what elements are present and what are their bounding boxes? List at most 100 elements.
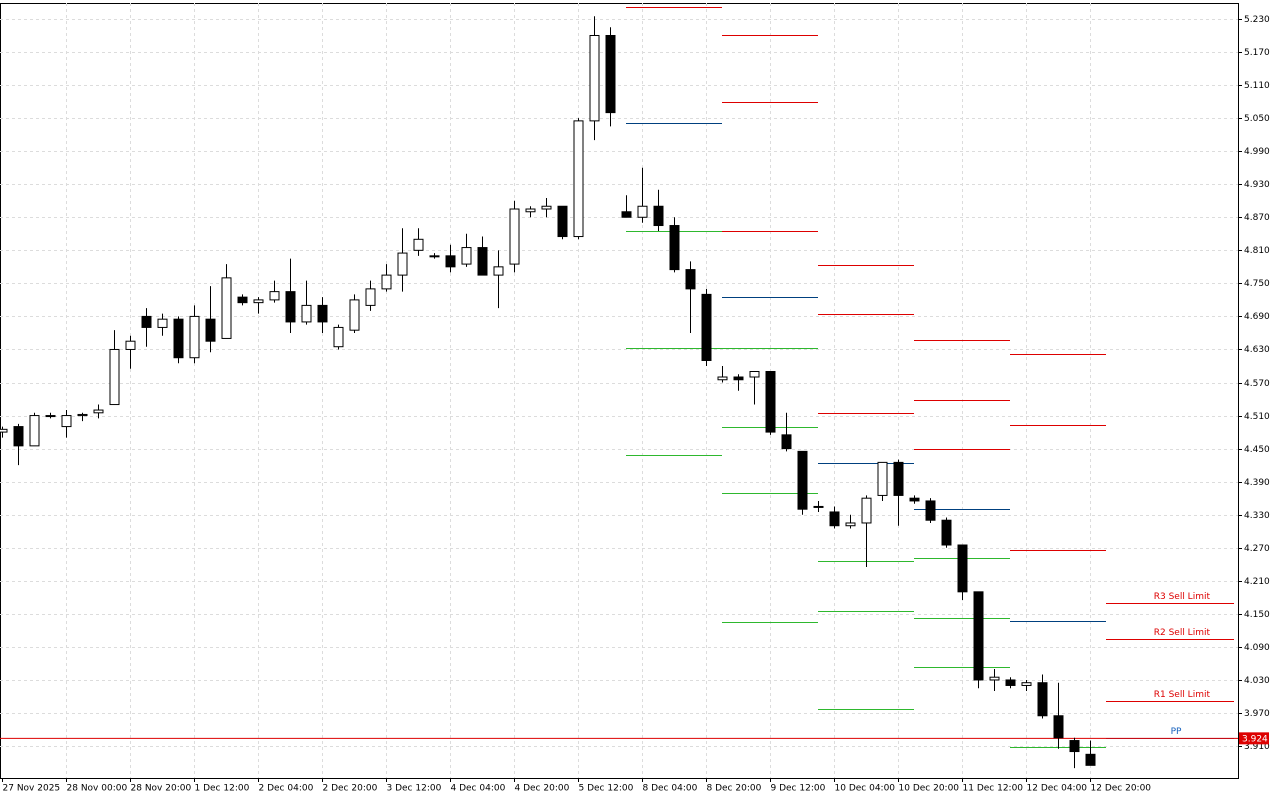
last-price-label: 3.924 [1242,734,1268,744]
candle-body [45,415,56,418]
x-tick-label: 4 Dec 04:00 [451,784,506,794]
candle-body [605,34,616,114]
candle-body [93,409,104,414]
candle-body [861,497,872,524]
pivot-label: R2 Sell Limit [1154,628,1211,638]
candle-body [333,326,344,348]
y-tick-label: 4.510 [1244,412,1270,422]
candle-body [733,376,744,381]
candle-body [77,413,88,417]
candle-body [349,299,360,331]
candle-body [621,211,632,218]
candle-body [461,247,472,265]
candle-body [845,522,856,527]
plot-frame [0,3,1239,779]
axes: 3.910 3.970 4.030 4.090 4.150 4.210 4.270 4.330… [2,15,1270,794]
candle-body [909,497,920,502]
y-tick-label: 5.110 [1244,81,1270,91]
x-tick-label: 8 Dec 20:00 [707,784,762,794]
candle-body [1053,715,1064,739]
pivot-label: R3 Sell Limit [1154,592,1211,602]
candle-body [445,255,456,268]
candle-body [701,293,712,361]
y-tick-label: 4.150 [1244,610,1270,620]
candle-body [365,288,376,306]
y-tick-label: 4.270 [1244,544,1270,554]
candles [0,16,1096,769]
candle-body [253,299,264,304]
y-tick-label: 4.930 [1244,180,1270,190]
y-tick-label: 5.050 [1244,114,1270,124]
candle-body [973,591,984,681]
candle-body [685,269,696,290]
x-tick-label: 11 Dec 12:00 [963,784,1024,794]
candle-body [877,461,888,496]
candle-body [717,376,728,381]
candle-body [0,428,8,433]
x-tick-label: 27 Nov 2025 [3,784,61,794]
x-tick-label: 28 Nov 00:00 [67,784,128,794]
y-tick-label: 4.210 [1244,577,1270,587]
y-tick-label: 4.570 [1244,379,1270,389]
candle-body [669,225,680,271]
y-tick-label: 4.030 [1244,676,1270,686]
pivot-label: R1 Sell Limit [1154,690,1211,700]
x-tick-label: 3 Dec 12:00 [387,784,442,794]
candle-body [429,255,440,258]
candle-body [1069,740,1080,753]
candle-body [29,415,40,447]
candle-body [397,252,408,276]
x-tick-label: 9 Dec 12:00 [771,784,826,794]
candle-body [493,266,504,276]
y-tick-label: 4.450 [1244,445,1270,455]
candle-body [653,205,664,227]
candle-body [109,348,120,406]
x-tick-label: 8 Dec 04:00 [643,784,698,794]
candle-body [269,291,280,301]
candle-body [573,120,584,238]
candle-body [925,500,936,521]
candle-body [1085,753,1096,766]
candle-body [61,415,72,428]
candle-body [797,450,808,510]
candle-body [317,304,328,323]
candle-body [765,370,776,433]
candle-body [221,277,232,339]
x-tick-label: 28 Nov 20:00 [131,784,192,794]
candle-body [1037,682,1048,717]
x-tick-label: 12 Dec 04:00 [1027,784,1088,794]
y-tick-label: 4.390 [1244,478,1270,488]
candle-body [989,676,1000,681]
candle-body [205,318,216,342]
pivot-label: PP [1171,727,1182,737]
y-tick-label: 4.810 [1244,246,1270,256]
y-tick-label: 4.870 [1244,213,1270,223]
grid [0,3,1238,778]
candle-body [285,291,296,323]
candle-body [1005,679,1016,686]
candle-body [413,238,424,251]
candle-body [813,505,824,508]
candle-body [589,34,600,122]
candle-body [141,315,152,328]
x-tick-label: 10 Dec 20:00 [899,784,960,794]
candle-body [189,315,200,359]
last-price-tag [1239,732,1269,745]
y-tick-label: 4.990 [1244,147,1270,157]
candle-body [557,205,568,238]
candle-body [941,519,952,546]
y-tick-label: 5.230 [1244,15,1270,25]
y-tick-label: 3.970 [1244,709,1270,719]
candle-body [477,247,488,276]
x-tick-label: 2 Dec 20:00 [323,784,378,794]
y-tick-label: 4.330 [1244,511,1270,521]
candle-body [301,304,312,323]
candle-body [125,340,136,350]
y-tick-label: 4.630 [1244,345,1270,355]
x-tick-label: 10 Dec 04:00 [835,784,896,794]
candle-body [237,296,248,304]
y-tick-label: 5.170 [1244,48,1270,58]
candle-body [13,426,24,447]
x-tick-label: 4 Dec 20:00 [515,784,570,794]
